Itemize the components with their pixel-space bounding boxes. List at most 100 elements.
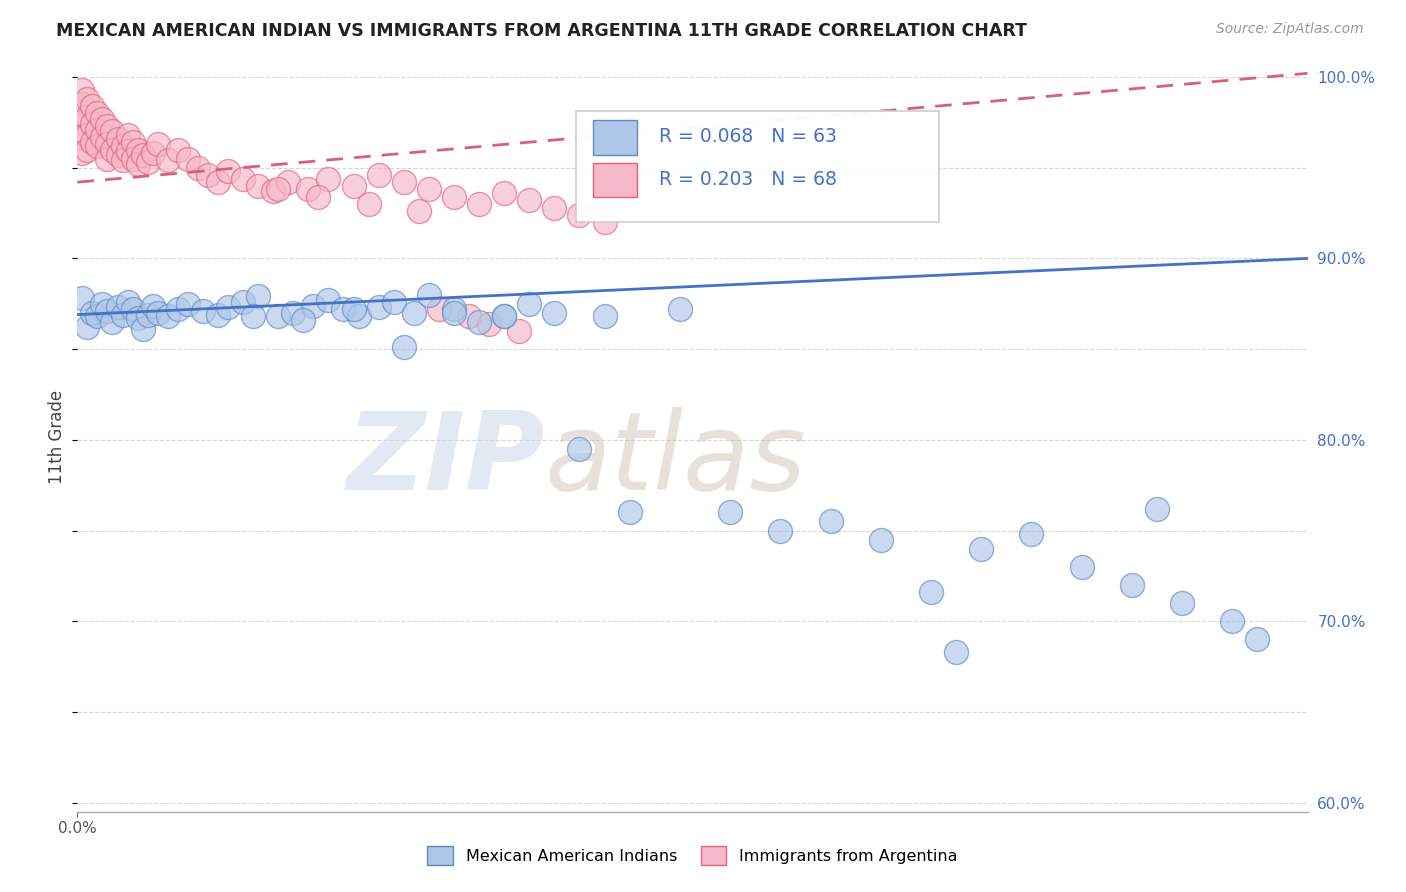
Point: [593, 215, 616, 229]
Point: [302, 299, 325, 313]
Point: [869, 533, 891, 547]
Point: [86, 122, 108, 136]
Point: [283, 306, 305, 320]
Point: [142, 146, 165, 161]
Point: [217, 301, 239, 315]
Point: [127, 143, 149, 157]
Point: [187, 161, 209, 175]
Point: [166, 143, 188, 157]
Point: [117, 128, 139, 142]
Point: [82, 99, 104, 113]
Point: [136, 308, 159, 322]
Point: [357, 197, 380, 211]
Point: [367, 168, 389, 182]
Point: [392, 175, 415, 189]
Point: [247, 178, 270, 193]
Text: atlas: atlas: [546, 407, 807, 512]
Point: [76, 92, 98, 106]
Text: Source: ZipAtlas.com: Source: ZipAtlas.com: [1216, 22, 1364, 37]
Point: [82, 117, 104, 131]
Point: [267, 182, 290, 196]
Point: [267, 310, 290, 324]
Point: [619, 505, 641, 519]
Point: [96, 137, 118, 152]
Point: [418, 287, 440, 301]
Point: [769, 524, 792, 538]
Point: [117, 294, 139, 309]
Point: [101, 124, 124, 138]
Point: [494, 186, 516, 200]
Point: [91, 297, 114, 311]
Point: [117, 145, 139, 159]
Point: [543, 306, 565, 320]
Point: [494, 310, 516, 324]
Point: [131, 322, 153, 336]
Point: [131, 148, 153, 162]
Point: [76, 128, 98, 142]
Point: [82, 135, 104, 149]
Point: [292, 313, 315, 327]
Point: [96, 152, 118, 166]
Point: [107, 131, 129, 145]
Bar: [593, 163, 637, 197]
Point: [111, 153, 134, 168]
Point: [72, 83, 94, 97]
Point: [232, 294, 254, 309]
Point: [392, 340, 415, 354]
Point: [107, 301, 129, 315]
Point: [1121, 578, 1143, 592]
Point: [207, 308, 229, 322]
Point: [242, 310, 264, 324]
Point: [177, 152, 200, 166]
Point: [232, 171, 254, 186]
Point: [1021, 527, 1043, 541]
Point: [593, 310, 616, 324]
Text: ZIP: ZIP: [346, 407, 546, 513]
Point: [156, 153, 179, 168]
Point: [86, 106, 108, 120]
Point: [262, 184, 284, 198]
Point: [367, 301, 389, 315]
Point: [408, 204, 430, 219]
Bar: [593, 120, 637, 154]
Point: [91, 129, 114, 144]
Point: [111, 139, 134, 153]
Point: [156, 310, 179, 324]
Point: [1220, 614, 1243, 628]
Text: MEXICAN AMERICAN INDIAN VS IMMIGRANTS FROM ARGENTINA 11TH GRADE CORRELATION CHAR: MEXICAN AMERICAN INDIAN VS IMMIGRANTS FR…: [56, 22, 1028, 40]
Point: [82, 306, 104, 320]
Point: [91, 112, 114, 126]
Point: [96, 304, 118, 318]
Point: [146, 306, 169, 320]
Point: [107, 148, 129, 162]
Point: [76, 143, 98, 157]
Point: [443, 302, 465, 317]
Point: [443, 306, 465, 320]
Point: [347, 310, 370, 324]
Point: [72, 146, 94, 161]
Point: [970, 541, 993, 556]
Point: [121, 302, 143, 317]
Point: [72, 291, 94, 305]
Point: [121, 135, 143, 149]
Point: [207, 175, 229, 189]
Point: [820, 515, 842, 529]
Point: [543, 201, 565, 215]
Point: [458, 310, 481, 324]
Point: [468, 315, 491, 329]
Point: [76, 110, 98, 124]
Point: [247, 289, 270, 303]
Point: [72, 129, 94, 144]
Y-axis label: 11th Grade: 11th Grade: [48, 390, 66, 484]
Point: [111, 308, 134, 322]
Point: [136, 155, 159, 169]
Point: [920, 585, 942, 599]
Point: [418, 182, 440, 196]
FancyBboxPatch shape: [575, 112, 939, 222]
Point: [76, 320, 98, 334]
Point: [127, 311, 149, 326]
Point: [318, 171, 340, 186]
Point: [382, 294, 405, 309]
Point: [342, 302, 364, 317]
Point: [277, 175, 299, 189]
